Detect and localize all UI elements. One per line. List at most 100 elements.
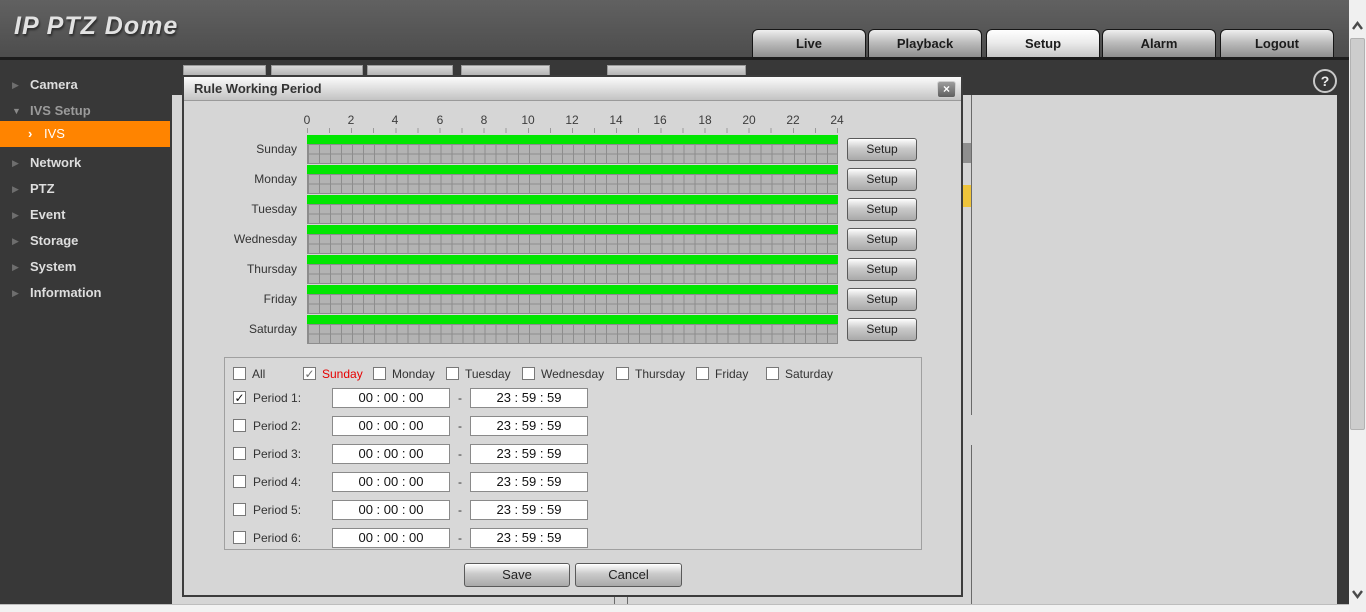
setup-button-tuesday[interactable]: Setup (847, 198, 917, 221)
period-row-1: ✓ Period 1: 00 : 00 : 00 - 23 : 59 : 59 (225, 387, 923, 409)
background-tab (607, 65, 746, 75)
hour-tick-label: 6 (436, 113, 444, 127)
scroll-down-icon[interactable] (1351, 588, 1364, 600)
tab-alarm[interactable]: Alarm (1102, 29, 1216, 57)
sidebar-item-information[interactable]: ▶ Information (0, 282, 170, 304)
schedule-timeline (307, 165, 838, 194)
checkbox[interactable] (766, 367, 779, 380)
background-tab (183, 65, 266, 75)
period-end-input[interactable]: 23 : 59 : 59 (470, 444, 588, 464)
chevron-right-icon: ▶ (12, 288, 19, 298)
schedule-row-wednesday: Wednesday Setup (184, 225, 961, 255)
help-icon[interactable]: ? (1313, 69, 1337, 93)
sidebar-item-system[interactable]: ▶ System (0, 256, 170, 278)
checkbox[interactable] (233, 419, 246, 432)
schedule-grid (307, 234, 838, 254)
background-tab (461, 65, 550, 75)
checkbox[interactable]: ✓ (233, 391, 246, 405)
setup-button-wednesday[interactable]: Setup (847, 228, 917, 251)
sidebar-item-ivs-active[interactable]: › IVS (0, 121, 170, 147)
period-start-input[interactable]: 00 : 00 : 00 (332, 416, 450, 436)
chevron-right-icon: ▶ (12, 262, 19, 272)
period-end-input[interactable]: 23 : 59 : 59 (470, 388, 588, 408)
rule-working-period-dialog: Rule Working Period × 0 2 4 6 8 10 12 14… (182, 75, 963, 597)
period-start-input[interactable]: 00 : 00 : 00 (332, 472, 450, 492)
period-settings-box: All ✓ Sunday Monday Tuesday Wednesday Th… (224, 357, 922, 550)
header-divider (0, 57, 1366, 60)
background-panel-edge (614, 597, 615, 605)
tab-playback[interactable]: Playback (868, 29, 982, 57)
dialog-titlebar: Rule Working Period (184, 77, 961, 101)
checkbox[interactable] (233, 531, 246, 544)
schedule-grid (307, 204, 838, 224)
period-end-input[interactable]: 23 : 59 : 59 (470, 528, 588, 548)
tab-live[interactable]: Live (752, 29, 866, 57)
cancel-button[interactable]: Cancel (575, 563, 682, 587)
hour-tick-label: 16 (653, 113, 667, 127)
checkbox[interactable]: ✓ (303, 367, 316, 381)
sidebar: ▶ Camera ▼ IVS Setup › IVS ▶ Network ▶ P… (0, 60, 170, 604)
schedule-timeline (307, 255, 838, 284)
save-button[interactable]: Save (464, 563, 570, 587)
setup-button-friday[interactable]: Setup (847, 288, 917, 311)
background-panel-edge (971, 95, 972, 415)
period-start-input[interactable]: 00 : 00 : 00 (332, 500, 450, 520)
period-row-3: Period 3: 00 : 00 : 00 - 23 : 59 : 59 (225, 443, 923, 465)
sidebar-item-event[interactable]: ▶ Event (0, 204, 170, 226)
checkbox[interactable] (373, 367, 386, 380)
schedule-period-bar (307, 195, 838, 204)
hour-tick-label: 4 (391, 113, 399, 127)
chevron-right-icon: ▶ (12, 236, 19, 246)
period-end-input[interactable]: 23 : 59 : 59 (470, 416, 588, 436)
scroll-up-icon[interactable] (1351, 20, 1364, 32)
setup-button-sunday[interactable]: Setup (847, 138, 917, 161)
sidebar-item-ptz[interactable]: ▶ PTZ (0, 178, 170, 200)
period-row-2: Period 2: 00 : 00 : 00 - 23 : 59 : 59 (225, 415, 923, 437)
checkbox[interactable] (233, 503, 246, 516)
period-start-input[interactable]: 00 : 00 : 00 (332, 528, 450, 548)
hour-tick-label: 22 (786, 113, 800, 127)
period-end-input[interactable]: 23 : 59 : 59 (470, 472, 588, 492)
period-start-input[interactable]: 00 : 00 : 00 (332, 388, 450, 408)
schedule-row-tuesday: Tuesday Setup (184, 195, 961, 225)
schedule-row-thursday: Thursday Setup (184, 255, 961, 285)
checkbox[interactable] (233, 447, 246, 460)
checkbox[interactable] (233, 367, 246, 380)
period-start-input[interactable]: 00 : 00 : 00 (332, 444, 450, 464)
chevron-right-icon: ▶ (12, 158, 19, 168)
period-row-4: Period 4: 00 : 00 : 00 - 23 : 59 : 59 (225, 471, 923, 493)
schedule-timeline (307, 315, 838, 344)
period-row-6: Period 6: 00 : 00 : 00 - 23 : 59 : 59 (225, 527, 923, 549)
app-logo: IP PTZ Dome (14, 12, 179, 40)
schedule-timeline (307, 285, 838, 314)
period-end-input[interactable]: 23 : 59 : 59 (470, 500, 588, 520)
checkbox[interactable] (446, 367, 459, 380)
checkbox[interactable] (616, 367, 629, 380)
hour-tick-label: 14 (609, 113, 623, 127)
hour-tick-label: 24 (830, 113, 844, 127)
checkbox[interactable] (522, 367, 535, 380)
scrollbar-thumb[interactable] (1350, 38, 1365, 430)
checkbox[interactable] (233, 475, 246, 488)
tab-setup[interactable]: Setup (986, 29, 1100, 57)
hour-tick-label: 20 (742, 113, 756, 127)
schedule-timeline (307, 195, 838, 224)
tab-logout[interactable]: Logout (1220, 29, 1334, 57)
sidebar-item-network[interactable]: ▶ Network (0, 152, 170, 174)
setup-button-saturday[interactable]: Setup (847, 318, 917, 341)
schedule-grid (307, 264, 838, 284)
background-scrollbar-thumb (963, 143, 971, 163)
sidebar-item-storage[interactable]: ▶ Storage (0, 230, 170, 252)
hour-tick-label: 8 (480, 113, 488, 127)
close-icon[interactable]: × (937, 81, 956, 98)
sidebar-item-camera[interactable]: ▶ Camera (0, 74, 170, 96)
setup-button-monday[interactable]: Setup (847, 168, 917, 191)
schedule-period-bar (307, 255, 838, 264)
checkbox[interactable] (696, 367, 709, 380)
hour-tick-label: 12 (565, 113, 579, 127)
hour-tick-label: 0 (303, 113, 311, 127)
setup-button-thursday[interactable]: Setup (847, 258, 917, 281)
sidebar-item-ivs-setup[interactable]: ▼ IVS Setup (0, 100, 170, 122)
background-panel-edge (971, 445, 972, 605)
bottom-strip (0, 604, 1349, 612)
